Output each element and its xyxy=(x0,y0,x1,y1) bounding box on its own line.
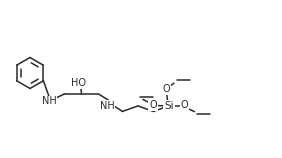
Text: Si: Si xyxy=(164,101,174,111)
Text: NH: NH xyxy=(41,96,56,106)
Text: HO: HO xyxy=(71,78,86,88)
Text: O: O xyxy=(149,100,157,110)
Text: NH: NH xyxy=(100,101,114,111)
Text: O: O xyxy=(180,100,188,110)
Text: O: O xyxy=(163,84,171,94)
